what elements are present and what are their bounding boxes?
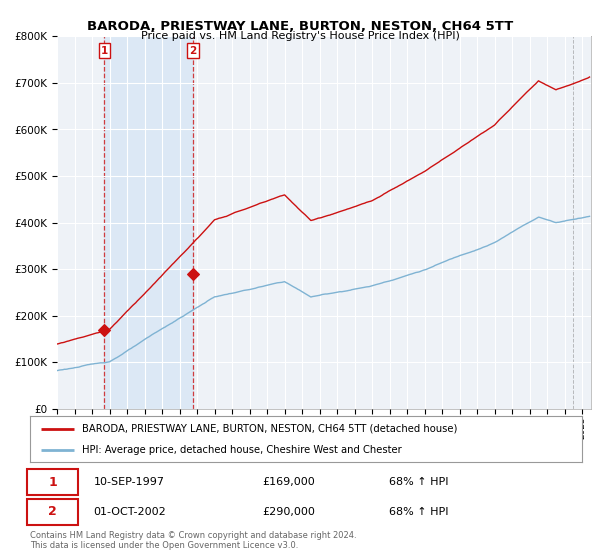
Text: 2: 2 xyxy=(189,46,196,55)
Text: 01-OCT-2002: 01-OCT-2002 xyxy=(94,507,166,517)
Text: 10-SEP-1997: 10-SEP-1997 xyxy=(94,477,164,487)
Text: BARODA, PRIESTWAY LANE, BURTON, NESTON, CH64 5TT: BARODA, PRIESTWAY LANE, BURTON, NESTON, … xyxy=(87,20,513,32)
Point xyxy=(100,326,109,335)
Text: Price paid vs. HM Land Registry's House Price Index (HPI): Price paid vs. HM Land Registry's House … xyxy=(140,31,460,41)
Text: 1: 1 xyxy=(48,476,57,489)
Text: 1: 1 xyxy=(101,46,108,55)
Text: £290,000: £290,000 xyxy=(262,507,315,517)
Text: This data is licensed under the Open Government Licence v3.0.: This data is licensed under the Open Gov… xyxy=(30,541,298,550)
Bar xyxy=(104,36,193,409)
Text: 68% ↑ HPI: 68% ↑ HPI xyxy=(389,477,448,487)
Text: 2: 2 xyxy=(48,505,57,518)
Text: Contains HM Land Registry data © Crown copyright and database right 2024.: Contains HM Land Registry data © Crown c… xyxy=(30,531,356,540)
Text: 68% ↑ HPI: 68% ↑ HPI xyxy=(389,507,448,517)
Text: HPI: Average price, detached house, Cheshire West and Chester: HPI: Average price, detached house, Ches… xyxy=(82,445,402,455)
Point xyxy=(188,269,197,278)
FancyBboxPatch shape xyxy=(27,499,78,525)
Text: £169,000: £169,000 xyxy=(262,477,314,487)
Text: BARODA, PRIESTWAY LANE, BURTON, NESTON, CH64 5TT (detached house): BARODA, PRIESTWAY LANE, BURTON, NESTON, … xyxy=(82,424,458,434)
FancyBboxPatch shape xyxy=(27,469,78,495)
